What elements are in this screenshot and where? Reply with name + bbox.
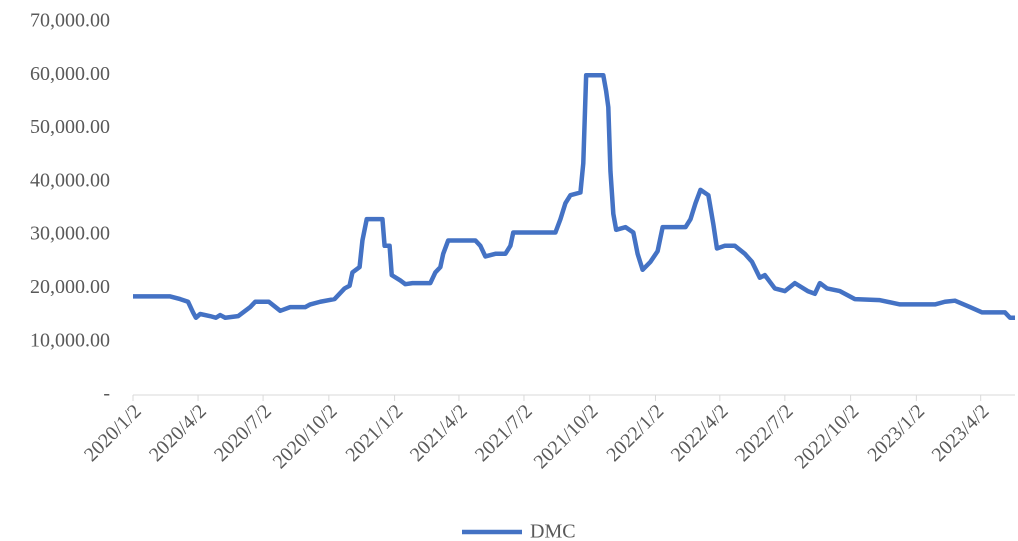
x-tick-label: 2022/10/2	[790, 400, 863, 473]
x-tick-label: 2021/10/2	[530, 400, 603, 473]
y-tick-label: -	[103, 383, 110, 405]
x-tick-label: 2020/10/2	[269, 400, 342, 473]
x-tick-label: 2022/4/2	[667, 400, 733, 466]
x-tick-label: 2020/1/2	[80, 400, 146, 466]
y-tick-label: 20,000.00	[30, 276, 110, 298]
x-tick-label: 2022/7/2	[732, 400, 798, 466]
legend-label: DMC	[530, 521, 576, 541]
x-tick-label: 2020/4/2	[145, 400, 211, 466]
x-tick-label: 2023/4/2	[928, 400, 994, 466]
x-tick-label: 2021/1/2	[342, 400, 408, 466]
x-tick-label: 2021/7/2	[471, 400, 537, 466]
x-tick-label: 2021/4/2	[406, 400, 472, 466]
y-tick-label: 10,000.00	[30, 329, 110, 351]
x-tick-label: 2020/7/2	[210, 400, 276, 466]
y-tick-label: 50,000.00	[30, 116, 110, 138]
y-tick-label: 30,000.00	[30, 223, 110, 245]
x-tick-label: 2022/1/2	[602, 400, 668, 466]
y-tick-label: 60,000.00	[30, 63, 110, 85]
y-tick-label: 40,000.00	[30, 169, 110, 191]
y-tick-label: 70,000.00	[30, 10, 110, 32]
data-line	[133, 73, 1015, 320]
x-tick-label: 2023/1/2	[863, 400, 929, 466]
